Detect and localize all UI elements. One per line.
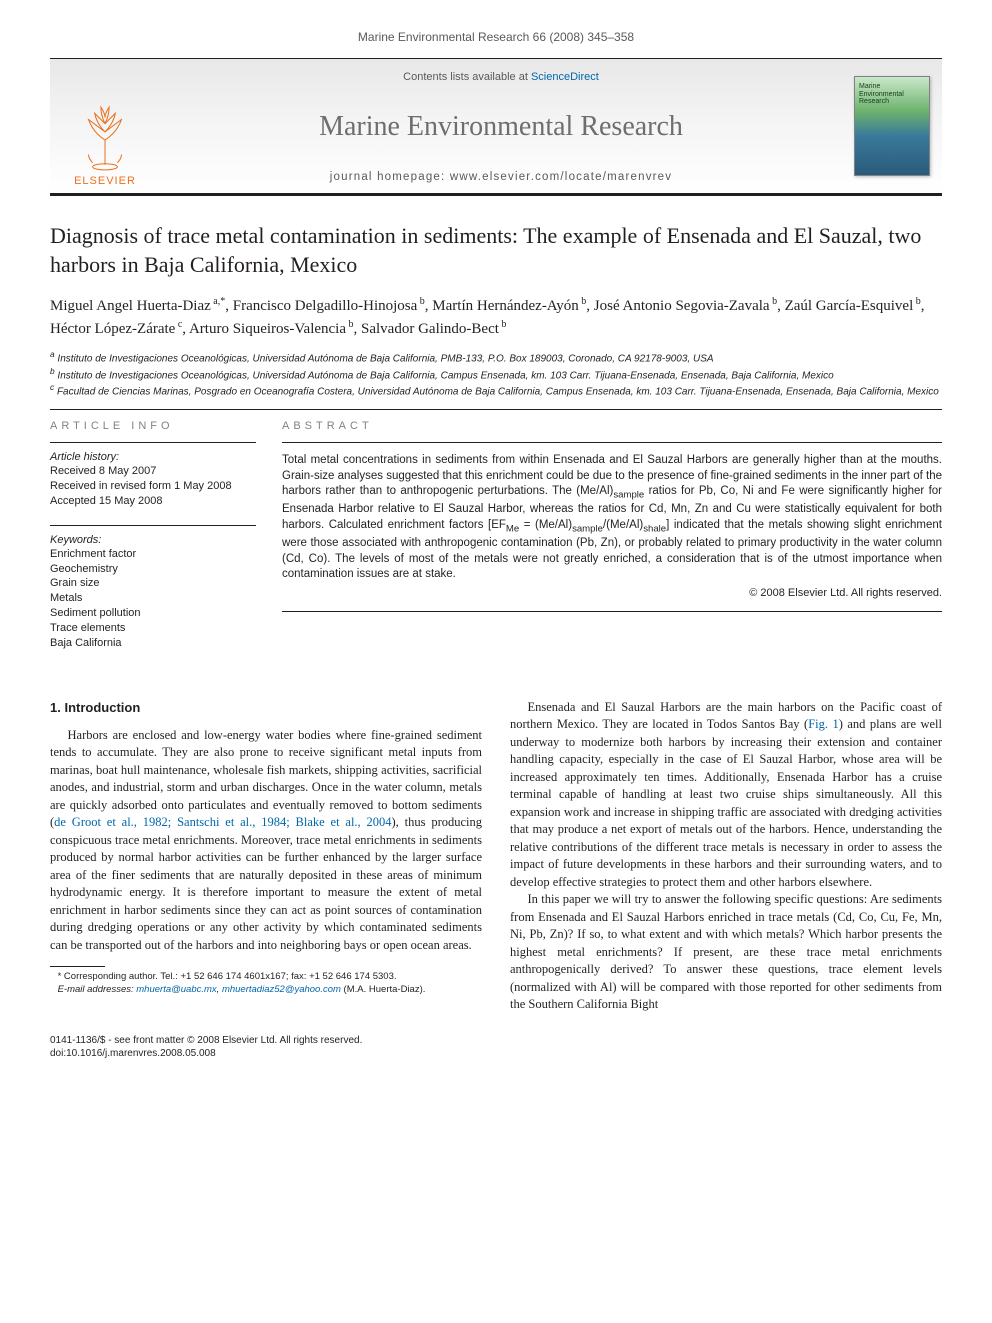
keyword: Geochemistry: [50, 562, 256, 577]
body-paragraph: Harbors are enclosed and low-energy wate…: [50, 727, 482, 955]
contents-pre: Contents lists available at: [403, 71, 531, 83]
cover-thumb-text: Marine Environmental Research: [859, 83, 925, 106]
abstract-copyright: © 2008 Elsevier Ltd. All rights reserved…: [282, 587, 942, 599]
keyword: Baja California: [50, 636, 256, 651]
keyword: Grain size: [50, 576, 256, 591]
front-matter-line: 0141-1136/$ - see front matter © 2008 El…: [50, 1034, 942, 1047]
footnote-divider: [50, 966, 105, 967]
abstract-text: Total metal concentrations in sediments …: [282, 453, 942, 583]
divider: [282, 611, 942, 612]
email-footnote: E-mail addresses: mhuerta@uabc.mx, mhuer…: [50, 984, 482, 996]
body-paragraph: Ensenada and El Sauzal Harbors are the m…: [510, 699, 942, 892]
abstract-column: abstract Total metal concentrations in s…: [282, 420, 942, 666]
author-list: Miguel Angel Huerta-Diaz a,*, Francisco …: [50, 295, 942, 341]
history-accepted: Accepted 15 May 2008: [50, 494, 256, 509]
journal-homepage: journal homepage: www.elsevier.com/locat…: [160, 171, 842, 183]
keywords-head: Keywords:: [50, 534, 256, 546]
homepage-pre: journal homepage:: [330, 171, 450, 183]
publisher-block: ELSEVIER: [50, 59, 160, 193]
article-info-label: article info: [50, 420, 256, 432]
section-heading-introduction: 1. Introduction: [50, 699, 482, 717]
divider: [50, 409, 942, 410]
homepage-url[interactable]: www.elsevier.com/locate/marenvrev: [450, 171, 672, 183]
divider: [50, 442, 256, 443]
contents-available-line: Contents lists available at ScienceDirec…: [160, 71, 842, 83]
affiliation-c: c Facultad de Ciencias Marinas, Posgrado…: [50, 382, 942, 399]
sciencedirect-link[interactable]: ScienceDirect: [531, 71, 599, 83]
emails-post: (M.A. Huerta-Diaz).: [341, 984, 425, 995]
body-two-column: 1. Introduction Harbors are enclosed and…: [50, 699, 942, 1014]
journal-title: Marine Environmental Research: [160, 111, 842, 143]
keyword: Metals: [50, 591, 256, 606]
affiliation-a: a Instituto de Investigaciones Oceanológ…: [50, 349, 942, 366]
affiliation-b: b Instituto de Investigaciones Oceanológ…: [50, 366, 942, 383]
affiliations: a Instituto de Investigaciones Oceanológ…: [50, 349, 942, 399]
publisher-name: ELSEVIER: [74, 175, 136, 187]
doi-line: doi:10.1016/j.marenvres.2008.05.008: [50, 1047, 942, 1060]
history-received: Received 8 May 2007: [50, 464, 256, 479]
divider: [282, 442, 942, 443]
history-revised: Received in revised form 1 May 2008: [50, 479, 256, 494]
running-head: Marine Environmental Research 66 (2008) …: [50, 30, 942, 44]
keyword: Sediment pollution: [50, 606, 256, 621]
article-info-column: article info Article history: Received 8…: [50, 420, 256, 666]
history-head: Article history:: [50, 451, 256, 463]
divider: [50, 525, 256, 526]
abstract-label: abstract: [282, 420, 942, 432]
article-title: Diagnosis of trace metal contamination i…: [50, 222, 942, 279]
keyword: Enrichment factor: [50, 547, 256, 562]
emails-pre: E-mail addresses:: [58, 984, 137, 995]
journal-cover-icon: Marine Environmental Research: [854, 76, 930, 176]
cover-thumb-wrap: Marine Environmental Research: [842, 59, 942, 193]
journal-masthead: ELSEVIER Contents lists available at Sci…: [50, 58, 942, 196]
email-link[interactable]: mhuertadiaz52@yahoo.com: [222, 984, 341, 995]
elsevier-tree-icon: [74, 101, 136, 173]
bottom-bar: 0141-1136/$ - see front matter © 2008 El…: [50, 1034, 942, 1060]
keyword: Trace elements: [50, 621, 256, 636]
corresponding-footnote: * Corresponding author. Tel.: +1 52 646 …: [50, 971, 482, 983]
body-paragraph: In this paper we will try to answer the …: [510, 891, 942, 1014]
email-link[interactable]: mhuerta@uabc.mx: [136, 984, 216, 995]
